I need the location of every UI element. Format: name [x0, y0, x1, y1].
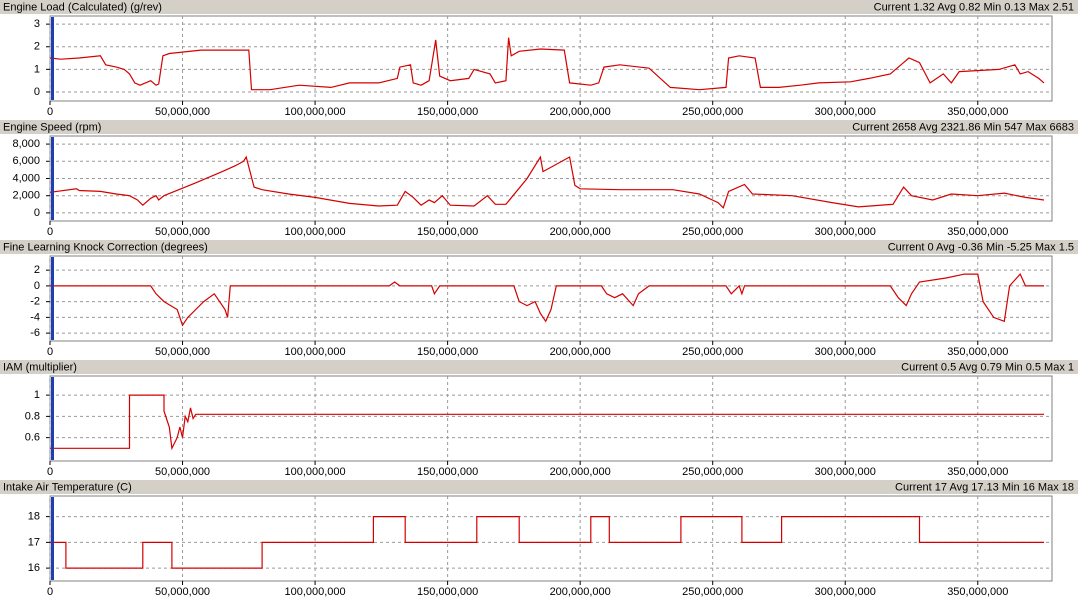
- x-tick-label: 0: [47, 466, 53, 478]
- y-tick-label: 0.8: [25, 410, 40, 422]
- panel-header: [0, 480, 1078, 494]
- y-tick-label: 0.6: [25, 432, 40, 444]
- x-tick-label: 150,000,000: [417, 586, 478, 598]
- cursor: [51, 377, 54, 460]
- y-tick-label: 16: [28, 562, 40, 574]
- cursor: [51, 497, 54, 580]
- data-line: [50, 516, 1044, 569]
- x-tick-label: 250,000,000: [682, 226, 743, 238]
- x-tick-label: 200,000,000: [550, 586, 611, 598]
- y-tick-label: -4: [30, 311, 40, 323]
- x-tick-label: 100,000,000: [284, 346, 345, 358]
- y-tick-label: 1: [34, 389, 40, 401]
- y-tick-label: 2,000: [12, 190, 40, 202]
- y-tick-label: 18: [28, 511, 40, 523]
- y-tick-label: 0: [34, 207, 40, 219]
- chart-stats: Current 0 Avg -0.36 Min -5.25 Max 1.5: [888, 241, 1074, 253]
- plot-area: [49, 495, 1053, 582]
- chart-panel: Engine Speed (rpm) Current 2658 Avg 2321.…: [0, 120, 1078, 238]
- x-tick-label: 150,000,000: [417, 226, 478, 238]
- cursor: [51, 137, 54, 220]
- x-tick-label: 200,000,000: [550, 226, 611, 238]
- chart-stats: Current 17 Avg 17.13 Min 16 Max 18: [895, 481, 1074, 493]
- x-tick-label: 150,000,000: [417, 466, 478, 478]
- chart-panel: Engine Load (Calculated) (g/rev) Current …: [0, 0, 1078, 118]
- x-tick-label: 50,000,000: [155, 226, 210, 238]
- x-tick-label: 50,000,000: [155, 586, 210, 598]
- y-tick-label: 0: [34, 280, 40, 292]
- x-tick-label: 200,000,000: [550, 346, 611, 358]
- panel-header: [0, 0, 1078, 14]
- chart-title: IAM (multiplier): [3, 361, 77, 373]
- chart-stats: Current 0.5 Avg 0.79 Min 0.5 Max 1: [901, 361, 1074, 373]
- x-tick-label: 50,000,000: [155, 466, 210, 478]
- x-tick-label: 200,000,000: [550, 466, 611, 478]
- chart-title: Engine Load (Calculated) (g/rev): [3, 1, 162, 13]
- x-tick-label: 250,000,000: [682, 586, 743, 598]
- panel-header: [0, 240, 1078, 254]
- panel-header: [0, 360, 1078, 374]
- y-tick-label: 2: [34, 264, 40, 276]
- x-tick-label: 100,000,000: [284, 106, 345, 118]
- data-line: [49, 155, 1045, 209]
- y-tick-label: 17: [28, 536, 40, 548]
- x-tick-label: 150,000,000: [417, 106, 478, 118]
- chart-title: Intake Air Temperature (C): [3, 481, 132, 493]
- x-tick-label: 150,000,000: [417, 346, 478, 358]
- x-tick-label: 300,000,000: [815, 346, 876, 358]
- x-tick-label: 350,000,000: [947, 226, 1008, 238]
- y-tick-label: 3: [34, 18, 40, 30]
- plot-area: [49, 375, 1053, 462]
- x-tick-label: 200,000,000: [550, 106, 611, 118]
- x-tick-label: 350,000,000: [947, 586, 1008, 598]
- plot-area: [49, 255, 1053, 342]
- chart-panel: IAM (multiplier) Current 0.5 Avg 0.79 Min…: [0, 360, 1078, 478]
- y-tick-label: -2: [30, 296, 40, 308]
- x-tick-label: 250,000,000: [682, 346, 743, 358]
- chart-panel: Intake Air Temperature (C) Current 17 Avg…: [0, 480, 1078, 598]
- data-line: [49, 37, 1045, 91]
- x-tick-label: 0: [47, 106, 53, 118]
- x-tick-label: 350,000,000: [947, 466, 1008, 478]
- chart-stats: Current 1.32 Avg 0.82 Min 0.13 Max 2.51: [874, 1, 1074, 13]
- y-tick-label: 1: [34, 63, 40, 75]
- x-tick-label: 300,000,000: [815, 106, 876, 118]
- cursor: [51, 257, 54, 340]
- x-tick-label: 100,000,000: [284, 226, 345, 238]
- x-tick-label: 0: [47, 226, 53, 238]
- chart-title: Fine Learning Knock Correction (degrees): [3, 241, 208, 253]
- x-tick-label: 250,000,000: [682, 466, 743, 478]
- x-tick-label: 250,000,000: [682, 106, 743, 118]
- y-tick-label: -6: [30, 327, 40, 339]
- y-tick-label: 0: [34, 86, 40, 98]
- y-tick-label: 8,000: [12, 138, 40, 150]
- x-tick-label: 300,000,000: [815, 466, 876, 478]
- x-tick-label: 350,000,000: [947, 106, 1008, 118]
- panel-header: [0, 120, 1078, 134]
- x-tick-label: 350,000,000: [947, 346, 1008, 358]
- x-tick-label: 0: [47, 586, 53, 598]
- x-tick-label: 0: [47, 346, 53, 358]
- y-tick-label: 6,000: [12, 155, 40, 167]
- cursor: [51, 17, 54, 100]
- x-tick-label: 300,000,000: [815, 226, 876, 238]
- chart-title: Engine Speed (rpm): [3, 121, 101, 133]
- x-tick-label: 300,000,000: [815, 586, 876, 598]
- chart-stats: Current 2658 Avg 2321.86 Min 547 Max 668…: [852, 121, 1074, 133]
- x-tick-label: 100,000,000: [284, 586, 345, 598]
- data-line: [50, 394, 1044, 451]
- x-tick-label: 50,000,000: [155, 346, 210, 358]
- y-tick-label: 2: [34, 41, 40, 53]
- x-tick-label: 50,000,000: [155, 106, 210, 118]
- y-tick-label: 4,000: [12, 172, 40, 184]
- chart-panel: Fine Learning Knock Correction (degrees)…: [0, 240, 1078, 358]
- x-tick-label: 100,000,000: [284, 466, 345, 478]
- data-line: [50, 273, 1044, 327]
- plot-area: [49, 15, 1053, 102]
